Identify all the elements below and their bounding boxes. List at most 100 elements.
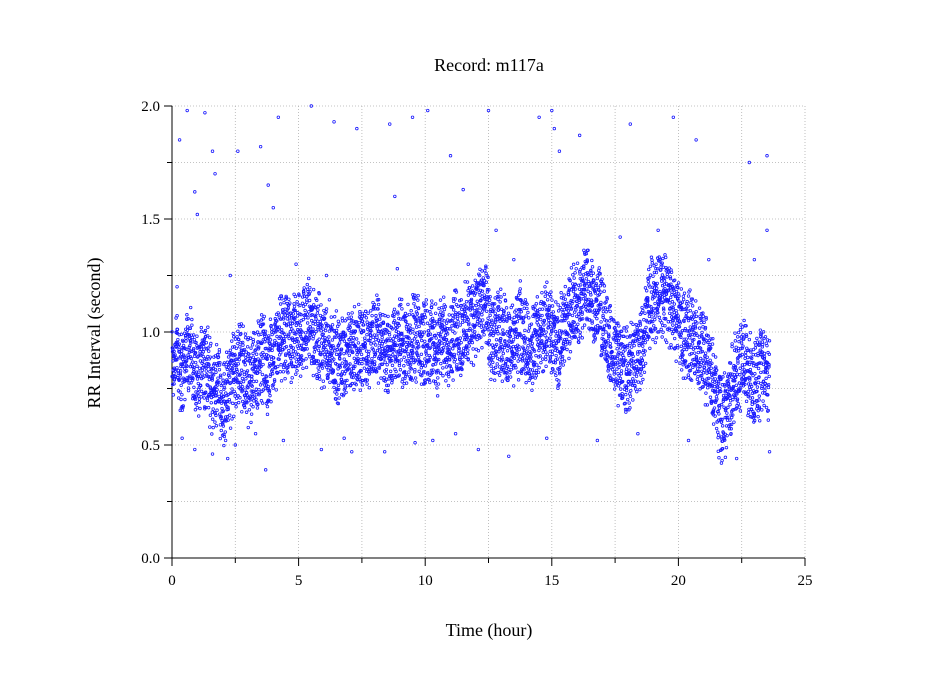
data-point [288, 301, 292, 305]
data-point [351, 375, 355, 380]
outlier-point [180, 436, 184, 440]
data-point [428, 380, 432, 385]
data-point [206, 383, 210, 388]
data-point [185, 328, 190, 332]
x-axis-label: Time (hour) [446, 620, 533, 641]
data-point [519, 309, 523, 314]
data-point [298, 374, 303, 378]
data-point [313, 345, 317, 349]
data-point [246, 336, 251, 340]
data-point [548, 344, 552, 348]
data-point [590, 265, 595, 269]
data-point [627, 353, 631, 358]
data-point [238, 372, 243, 376]
data-point [408, 331, 413, 335]
data-point [405, 323, 410, 327]
data-point [243, 332, 248, 336]
data-point [428, 345, 433, 350]
data-point [585, 259, 589, 264]
data-point [504, 359, 508, 364]
data-point [615, 367, 619, 371]
data-point [257, 321, 261, 325]
data-point [532, 364, 536, 368]
data-point [740, 352, 745, 357]
data-point [650, 285, 655, 289]
data-point [390, 347, 395, 352]
outlier-point [266, 183, 270, 187]
data-point [654, 270, 659, 275]
data-point [183, 346, 187, 351]
data-point [642, 332, 646, 337]
data-point [561, 319, 565, 323]
data-point [351, 336, 356, 340]
data-point [213, 367, 218, 372]
data-point [621, 363, 625, 368]
data-point [336, 372, 340, 377]
data-point [316, 366, 320, 370]
data-point [231, 401, 235, 406]
outlier-point [236, 149, 240, 153]
data-point [598, 271, 602, 276]
data-point [413, 293, 417, 297]
data-point [288, 330, 293, 334]
data-point [608, 309, 612, 314]
data-point [233, 370, 237, 375]
data-point [207, 349, 211, 353]
data-point [631, 398, 635, 402]
data-point [496, 304, 501, 309]
data-point [699, 320, 703, 325]
data-point [583, 293, 587, 298]
data-point [514, 328, 518, 332]
data-point [610, 367, 615, 372]
data-point [596, 311, 600, 315]
data-point [676, 346, 680, 350]
outlier-point [694, 138, 698, 142]
data-point [204, 369, 208, 373]
data-point [546, 322, 550, 326]
data-point [180, 392, 184, 397]
data-point [755, 336, 759, 341]
data-point [390, 363, 395, 368]
data-point [557, 370, 562, 374]
data-point [414, 296, 418, 301]
data-point [412, 301, 416, 306]
data-point [421, 345, 426, 349]
data-point [337, 396, 341, 400]
data-point [716, 409, 720, 413]
data-point [400, 307, 404, 311]
data-point [293, 317, 297, 321]
data-point [371, 307, 376, 311]
data-point [518, 287, 522, 291]
data-point [515, 335, 520, 340]
data-point [221, 378, 225, 382]
data-point [249, 346, 253, 350]
data-point [725, 411, 729, 415]
data-point [649, 319, 653, 323]
data-point [351, 364, 356, 368]
data-point [631, 354, 635, 359]
data-point [223, 430, 227, 434]
data-point [578, 330, 582, 335]
data-point [387, 333, 392, 337]
data-point [455, 316, 460, 321]
data-point [345, 378, 349, 383]
data-point [605, 295, 609, 300]
data-point [516, 370, 520, 374]
data-point [370, 369, 375, 374]
data-point [340, 361, 345, 365]
data-point [263, 329, 268, 334]
outlier-point [271, 205, 275, 210]
data-point [270, 345, 274, 350]
data-point [557, 329, 562, 333]
data-point [630, 358, 634, 362]
data-point [764, 376, 768, 381]
data-point [272, 379, 277, 383]
data-point [465, 280, 470, 284]
data-point [658, 289, 662, 294]
data-point [616, 321, 620, 325]
outlier-point [486, 108, 491, 113]
data-point [430, 303, 434, 307]
data-point [420, 373, 424, 378]
data-point [655, 281, 659, 286]
data-point [710, 342, 715, 346]
